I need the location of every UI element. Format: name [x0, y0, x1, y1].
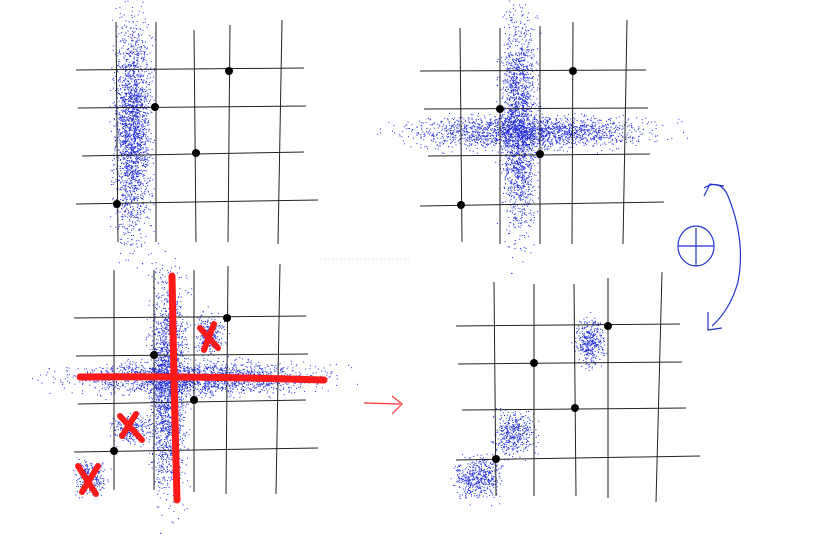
point — [536, 150, 544, 158]
point — [151, 103, 159, 111]
point — [150, 351, 158, 359]
panel-top-right — [419, 19, 665, 245]
point — [492, 455, 500, 463]
point — [225, 67, 233, 75]
panel-bottom-right — [455, 271, 701, 503]
point — [110, 447, 118, 455]
x-mark-icon — [75, 463, 101, 497]
circle-plus-icon — [677, 225, 715, 267]
right-arrow-icon — [363, 395, 403, 415]
x-mark-icon — [117, 411, 145, 443]
red-horizontal-line — [76, 373, 328, 384]
point — [496, 105, 504, 113]
curved-arrow-icon — [703, 183, 742, 331]
x-mark-icon — [197, 321, 221, 353]
point — [223, 314, 231, 322]
red-markings — [75, 272, 328, 504]
point — [569, 67, 577, 75]
speckle-layer — [31, 0, 689, 534]
point — [457, 201, 465, 209]
point — [571, 404, 579, 412]
red-vertical-line — [168, 272, 181, 504]
point — [190, 396, 198, 404]
point — [113, 200, 121, 208]
point — [604, 322, 612, 330]
point — [192, 149, 200, 157]
panel-top-left — [75, 19, 319, 245]
point — [530, 359, 538, 367]
